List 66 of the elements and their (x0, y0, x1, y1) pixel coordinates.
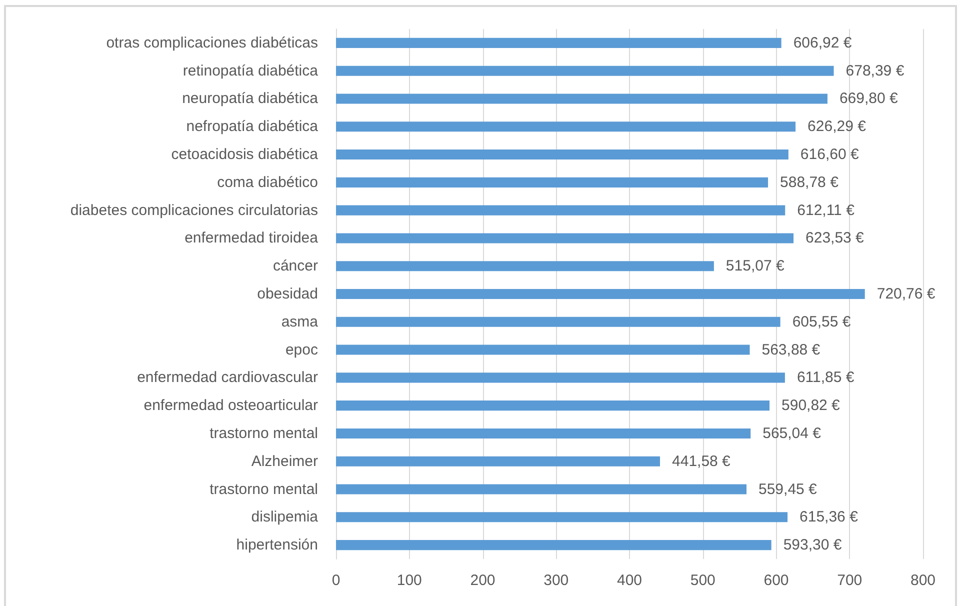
y-tick-label: retinopatía diabética (182, 62, 319, 80)
data-label: 563,88 € (762, 341, 821, 358)
data-label: 615,36 € (800, 508, 859, 526)
data-label: 669,80 € (839, 90, 899, 108)
bar (336, 456, 660, 466)
y-tick-label: dislipemia (251, 508, 319, 526)
data-label: 515,07 € (726, 258, 785, 275)
data-label: 593,30 € (783, 536, 842, 554)
x-tick-label: 600 (764, 572, 789, 589)
x-tick-label: 500 (690, 572, 716, 589)
bar (336, 261, 714, 272)
y-tick-label: nefropatía diabética (186, 118, 319, 136)
y-tick-label: neuropatía diabética (182, 90, 319, 108)
x-tick-label: 700 (837, 572, 862, 589)
bar (336, 484, 746, 494)
bar (336, 344, 750, 355)
data-label: 590,82 € (782, 397, 841, 414)
y-tick-label: asma (281, 313, 319, 330)
bar (336, 177, 768, 188)
bar (336, 428, 751, 438)
bar (336, 540, 772, 550)
data-label: 611,85 € (796, 369, 855, 386)
bar (336, 66, 834, 76)
y-tick-label: trastorno mental (210, 480, 318, 498)
bar (336, 372, 785, 383)
data-label: 616,60 € (800, 146, 860, 164)
data-label: 623,53 € (806, 230, 865, 247)
y-tick-label: enfermedad tiroidea (184, 230, 319, 247)
y-tick-label: cáncer (272, 258, 318, 275)
bar (336, 94, 828, 104)
bar (336, 150, 788, 160)
data-label: 606,92 € (793, 34, 852, 52)
bar (336, 316, 780, 327)
y-tick-label: epoc (285, 341, 318, 358)
bar (336, 288, 865, 300)
data-label: 588,78 € (780, 174, 840, 191)
data-label: 626,29 € (808, 118, 867, 136)
bar (336, 233, 794, 244)
data-label: 559,45 € (758, 480, 818, 498)
y-tick-label: coma diabético (217, 174, 318, 191)
data-label: 678,39 € (846, 62, 905, 80)
y-tick-label: enfermedad cardiovascular (137, 369, 318, 386)
data-label: 612,11 € (797, 202, 856, 219)
data-label: 720,76 € (876, 286, 936, 302)
y-tick-label: diabetes complicaciones circulatorias (70, 202, 318, 219)
y-tick-label: trastorno mental (210, 424, 318, 442)
x-tick-label: 400 (616, 572, 642, 589)
y-tick-label: obesidad (257, 286, 318, 302)
bar (336, 400, 770, 411)
x-tick-label: 300 (544, 572, 569, 589)
bar (336, 512, 788, 522)
x-tick-label: 0 (332, 572, 340, 589)
x-tick-label: 100 (396, 572, 422, 589)
x-tick-label: 800 (910, 572, 936, 589)
bar (336, 38, 782, 48)
y-tick-label: otras complicaciones diabéticas (106, 34, 318, 52)
bar (336, 205, 786, 216)
y-tick-label: hipertensión (236, 536, 318, 554)
y-tick-label: enfermedad osteoarticular (144, 397, 318, 414)
x-tick-label: 200 (470, 572, 496, 589)
data-label: 441,58 € (672, 452, 732, 470)
y-tick-label: cetoacidosis diabética (171, 146, 319, 164)
y-tick-label: Alzheimer (251, 452, 318, 470)
bar (336, 122, 796, 132)
data-label: 565,04 € (762, 424, 822, 442)
data-label: 605,55 € (792, 313, 852, 330)
